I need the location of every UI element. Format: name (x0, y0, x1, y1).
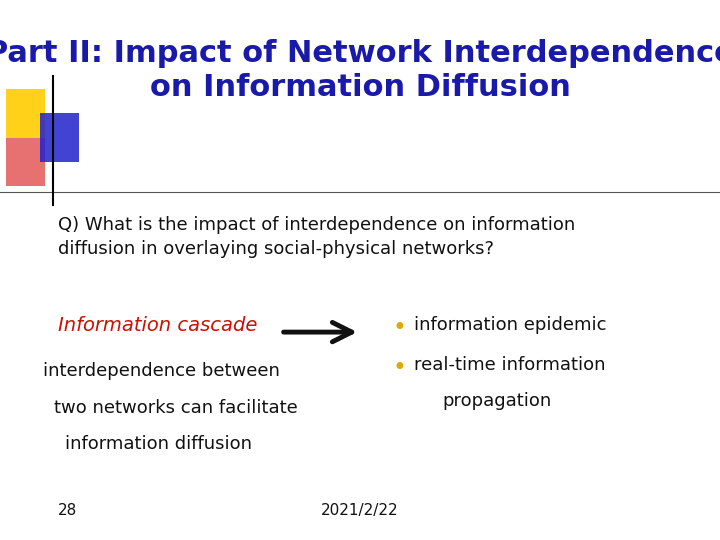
Text: 28: 28 (58, 503, 77, 518)
Text: two networks can facilitate: two networks can facilitate (54, 399, 298, 416)
Bar (6, 138, 45, 186)
Bar (6, 89, 45, 138)
Text: Information cascade: Information cascade (58, 316, 257, 335)
Text: Q) What is the impact of interdependence on information
diffusion in overlaying : Q) What is the impact of interdependence… (58, 216, 575, 258)
Text: propagation: propagation (443, 392, 552, 409)
Text: •: • (392, 356, 406, 380)
Text: 2021/2/22: 2021/2/22 (321, 503, 399, 518)
Text: •: • (392, 316, 406, 340)
Bar (40, 113, 79, 162)
Text: interdependence between: interdependence between (43, 362, 280, 380)
Text: real-time information: real-time information (414, 356, 606, 374)
Text: Part II: Impact of Network Interdependence
on Information Diffusion: Part II: Impact of Network Interdependen… (0, 39, 720, 102)
Text: information diffusion: information diffusion (65, 435, 252, 453)
Text: information epidemic: information epidemic (414, 316, 606, 334)
